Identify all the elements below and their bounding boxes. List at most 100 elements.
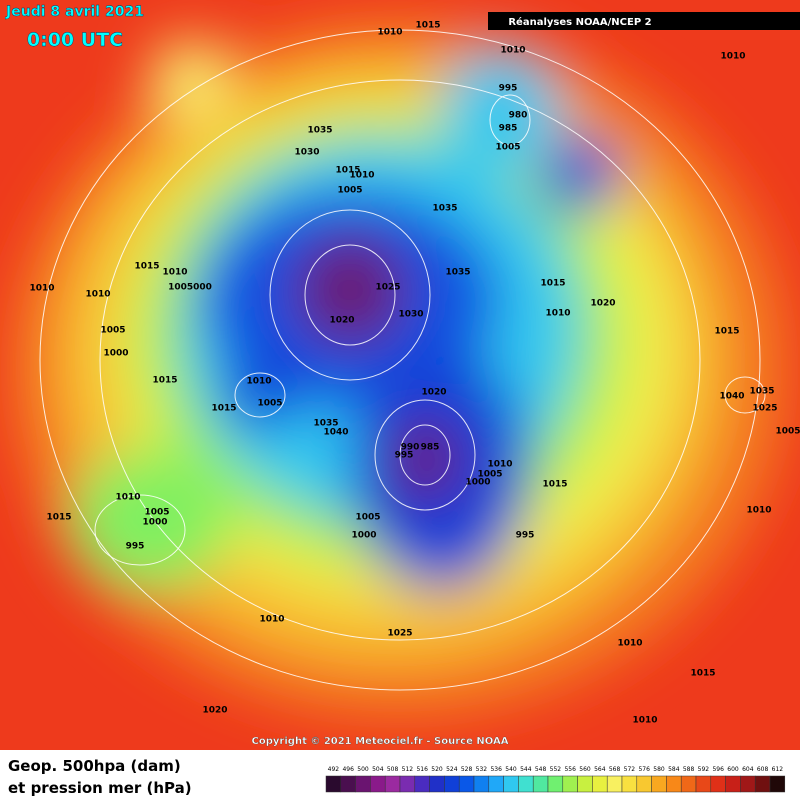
isobar-label: 1010 bbox=[259, 615, 284, 625]
copyright: Copyright © 2021 Meteociel.fr - Source N… bbox=[252, 736, 509, 747]
scale-swatch bbox=[680, 775, 697, 793]
scale-label: 520 bbox=[431, 766, 443, 773]
scale-label: 500 bbox=[357, 766, 369, 773]
scale-label: 548 bbox=[535, 766, 547, 773]
isobar-label: 1015 bbox=[335, 166, 360, 176]
scale-swatch bbox=[695, 775, 712, 793]
isobar-label: 1015 bbox=[542, 480, 567, 490]
scale-label: 524 bbox=[446, 766, 458, 773]
scale-label: 504 bbox=[372, 766, 384, 773]
scale-label: 604 bbox=[742, 766, 754, 773]
isobar-label: 1010 bbox=[162, 268, 187, 278]
scale-swatch bbox=[754, 775, 771, 793]
isobars bbox=[39, 29, 766, 691]
scale-swatch bbox=[769, 775, 786, 793]
scale-label: 612 bbox=[772, 766, 784, 773]
isobar-label: 1010 bbox=[720, 52, 745, 62]
isobar-label: 980 bbox=[509, 111, 528, 121]
isobar-label: 1020 bbox=[590, 299, 615, 309]
isobar-label: 1010 bbox=[500, 46, 525, 56]
isobar-label: 1035 bbox=[313, 419, 338, 429]
isobar-label: 1035 bbox=[445, 268, 470, 278]
isobar-label: 1010 bbox=[487, 460, 512, 470]
scale-swatch bbox=[488, 775, 504, 793]
scale-swatch bbox=[355, 775, 371, 793]
scale-label: 552 bbox=[550, 766, 562, 773]
isobar-label: 1025 bbox=[387, 629, 412, 639]
isobar-label: 1010 bbox=[115, 493, 140, 503]
isobar-label: 1005000 bbox=[168, 283, 212, 293]
scale-label: 512 bbox=[402, 766, 414, 773]
isobar-label: 1015 bbox=[46, 513, 71, 523]
scale-label: 556 bbox=[564, 766, 576, 773]
isobar-label: 1005 bbox=[775, 427, 800, 437]
isobar-label: 1040 bbox=[719, 392, 744, 402]
scale-label: 540 bbox=[505, 766, 517, 773]
scale-swatch bbox=[473, 775, 490, 793]
isobar-label: 1015 bbox=[714, 327, 739, 337]
isobar-label: 990 bbox=[401, 443, 420, 453]
scale-label: 580 bbox=[653, 766, 665, 773]
isobar-label: 1025 bbox=[375, 283, 400, 293]
scale-swatch bbox=[562, 775, 578, 793]
isobar-label: 1015 bbox=[152, 376, 177, 386]
legend-title: Geop. 500hpa (dam) bbox=[8, 757, 181, 775]
scale-label: 572 bbox=[624, 766, 636, 773]
isobar-label: 1005 bbox=[477, 470, 502, 480]
isobar-label: 1015 bbox=[415, 21, 440, 31]
isobar-label: 1015 bbox=[134, 262, 159, 272]
legend-subtitle: et pression mer (hPa) bbox=[8, 779, 192, 797]
scale-swatch bbox=[592, 775, 608, 793]
scale-swatch bbox=[606, 775, 623, 793]
scale-swatch bbox=[414, 775, 430, 793]
isobar-label: 1010 bbox=[29, 284, 54, 294]
isobar-label: 1005 bbox=[337, 186, 362, 196]
scale-swatch bbox=[370, 775, 386, 793]
scale-label: 596 bbox=[712, 766, 724, 773]
scale-label: 588 bbox=[683, 766, 695, 773]
geopotential-field bbox=[0, 0, 800, 750]
isobar-labels: 1015101010101010995980985100510351030101… bbox=[29, 21, 800, 726]
isobar-label: 1010 bbox=[545, 309, 570, 319]
scale-swatch bbox=[458, 775, 475, 793]
scale-swatch bbox=[666, 775, 682, 793]
scale-swatch bbox=[503, 775, 519, 793]
scale-label: 608 bbox=[757, 766, 769, 773]
scale-swatch bbox=[710, 775, 726, 793]
scale-swatch bbox=[740, 775, 756, 793]
scale-label: 592 bbox=[698, 766, 710, 773]
isobar-label: 1005 bbox=[355, 513, 380, 523]
color-scale: 492 496 500 504 508 512 516 520 524 528 532 536 540 5… bbox=[325, 766, 786, 793]
scale-swatch bbox=[725, 775, 741, 793]
scale-swatch bbox=[532, 775, 549, 793]
isobar-label: 1005 bbox=[100, 326, 125, 336]
isobar-label: 1010 bbox=[746, 506, 771, 516]
isobar-label: 1010 bbox=[85, 290, 110, 300]
isobar-label: 1035 bbox=[432, 204, 457, 214]
date-label: Jeudi 8 avril 2021 bbox=[5, 4, 144, 20]
isobar-label: 1000 bbox=[103, 349, 128, 359]
isobar-label: 985 bbox=[499, 124, 518, 134]
scale-swatch bbox=[384, 775, 401, 793]
isobar-label: 995 bbox=[516, 531, 535, 541]
scale-swatch bbox=[399, 775, 416, 793]
scale-swatch bbox=[340, 775, 356, 793]
scale-label: 564 bbox=[594, 766, 606, 773]
scale-label: 496 bbox=[342, 766, 354, 773]
isobar-label: 1000 bbox=[465, 478, 490, 488]
scale-swatch bbox=[429, 775, 445, 793]
source-label: Réanalyses NOAA/NCEP 2 bbox=[508, 16, 651, 28]
scale-swatch bbox=[651, 775, 667, 793]
scale-label: 576 bbox=[638, 766, 650, 773]
scale-label: 508 bbox=[387, 766, 399, 773]
isobar-label: 1030 bbox=[398, 310, 423, 320]
scale-swatch bbox=[636, 775, 652, 793]
isobar-label: 1010 bbox=[377, 28, 402, 38]
scale-swatch bbox=[444, 775, 460, 793]
scale-swatch bbox=[518, 775, 534, 793]
isobar-label: 995 bbox=[395, 451, 414, 461]
isobar-label: 1035 bbox=[307, 126, 332, 136]
isobar-label: 1005 bbox=[257, 399, 282, 409]
isobar-label: 1040 bbox=[323, 428, 348, 438]
